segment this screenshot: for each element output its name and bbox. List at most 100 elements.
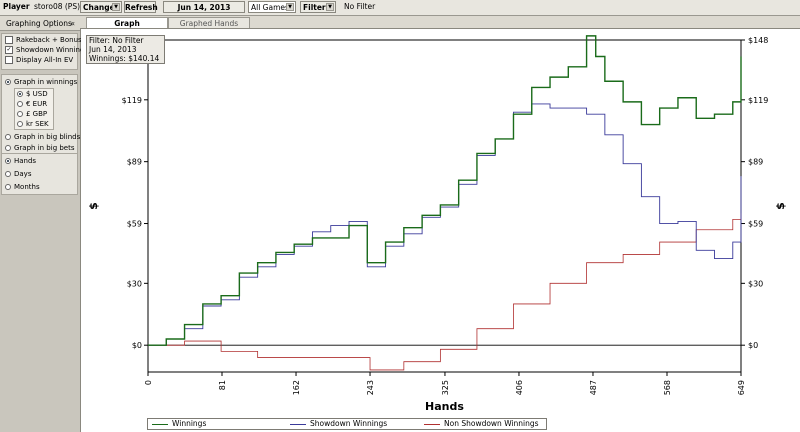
radio-label: € EUR	[26, 100, 48, 108]
filter-info-box: Filter: No Filter Jun 14, 2013 Winnings:…	[86, 35, 165, 64]
chevron-down-icon: ▼	[286, 3, 294, 11]
radio-label: £ GBP	[26, 110, 48, 118]
radio-label: Graph in winnings	[14, 78, 78, 86]
legend-item-winnings: Winnings	[152, 419, 206, 429]
y-tick-label-left: $30	[127, 279, 142, 288]
player-name: storo08 (PS)	[34, 2, 81, 11]
chevron-down-icon: ▼	[326, 3, 334, 11]
graphing-options-title: Graphing Options	[6, 19, 72, 28]
legend-label: Showdown Winnings	[310, 419, 388, 428]
legend-swatch	[424, 423, 440, 425]
collapse-icon[interactable]: «	[70, 19, 75, 28]
currency-gbp-radio[interactable]: £ GBP	[17, 110, 47, 119]
y-tick-label-right: $0	[748, 341, 758, 350]
x-tick-label: 243	[366, 380, 375, 395]
x-tick-label: 0	[144, 380, 153, 385]
y-tick-label-right: $148	[748, 36, 768, 45]
winnings-line: Winnings: $140.14	[89, 54, 160, 63]
radio-selected[interactable]	[5, 158, 11, 164]
radio-unselected[interactable]	[17, 121, 23, 127]
change-button[interactable]: Change ▼	[80, 1, 122, 13]
x-axis-label: Hands	[425, 400, 464, 413]
change-label: Change	[83, 3, 115, 12]
radio-unselected[interactable]	[5, 171, 11, 177]
games-select[interactable]: All Games ▼	[248, 1, 296, 13]
x-axis-mode-group: Hands Days Months	[1, 153, 78, 195]
currency-sek-radio[interactable]: kr SEK	[17, 120, 49, 129]
x-tick-label: 487	[589, 380, 598, 395]
radio-label: Graph in big bets	[14, 144, 75, 152]
refresh-button[interactable]: Refresh	[124, 1, 158, 13]
currency-eur-radio[interactable]: € EUR	[17, 100, 47, 109]
graphing-options-panel: Graphing Options « Rakeback + Bonuses ✓ S…	[0, 16, 90, 432]
filter-label: Filter	[303, 3, 326, 12]
radio-label: kr SEK	[26, 120, 49, 128]
y-tick-label-left: $59	[127, 220, 142, 229]
plot-frame	[147, 39, 742, 373]
currency-usd-radio[interactable]: $ USD	[17, 90, 48, 99]
radio-unselected[interactable]	[17, 101, 23, 107]
checkbox-label: Showdown Winnings	[16, 46, 89, 54]
radio-unselected[interactable]	[5, 134, 11, 140]
display-allin-ev-checkbox[interactable]: Display All-In EV	[5, 56, 73, 65]
y-tick-label-right: $59	[748, 220, 763, 229]
winnings-chart: $0$0$30$30$59$59$89$89$119$119$148$14808…	[87, 35, 787, 413]
chart-area: $0$0$30$30$59$59$89$89$119$119$148$14808…	[81, 29, 800, 432]
x-tick-label: 568	[663, 380, 672, 395]
graph-in-big-bets-radio[interactable]: Graph in big bets	[5, 144, 75, 153]
x-tick-label: 325	[441, 380, 450, 395]
legend-label: Non Showdown Winnings	[444, 419, 539, 428]
showdown-winnings-checkbox[interactable]: ✓ Showdown Winnings	[5, 46, 88, 55]
tab-graph[interactable]: Graph	[86, 17, 168, 28]
graphing-options-header: Graphing Options «	[0, 16, 80, 31]
graph-mode-group: Graph in winnings $ USD € EUR £ GBP kr S…	[1, 74, 80, 166]
non-showdown-winnings-line	[148, 213, 742, 371]
filter-button[interactable]: Filter ▼	[300, 1, 336, 13]
legend-item-showdown: Showdown Winnings	[290, 419, 387, 429]
radio-unselected[interactable]	[5, 145, 11, 151]
filter-line: Filter: No Filter	[89, 36, 144, 45]
toolbar: Player storo08 (PS) Change ▼ Refresh Jun…	[0, 0, 800, 16]
radio-label: Graph in big blinds	[14, 133, 81, 141]
y-tick-label-right: $30	[748, 279, 763, 288]
y-tick-label-left: $89	[127, 158, 142, 167]
rakeback-checkbox[interactable]: Rakeback + Bonuses	[5, 36, 90, 45]
radio-unselected[interactable]	[5, 184, 11, 190]
options-group: Rakeback + Bonuses ✓ Showdown Winnings Di…	[1, 33, 90, 70]
checkbox-label: Rakeback + Bonuses	[16, 36, 90, 44]
months-radio[interactable]: Months	[5, 183, 40, 192]
winnings-line	[148, 35, 742, 346]
tab-bar: Graph Graphed Hands	[80, 16, 800, 29]
y-tick-label-left: $0	[132, 341, 142, 350]
hands-radio[interactable]: Hands	[5, 157, 36, 166]
y-axis-label-left: $	[87, 202, 100, 210]
games-value: All Games	[251, 3, 289, 12]
checkbox-label: Display All-In EV	[16, 56, 74, 64]
radio-label: Months	[14, 183, 40, 191]
x-tick-label: 406	[515, 380, 524, 395]
graph-in-winnings-radio[interactable]: Graph in winnings	[5, 78, 77, 87]
checkbox-box[interactable]	[5, 36, 13, 44]
checkbox-box[interactable]	[5, 56, 13, 64]
radio-selected[interactable]	[5, 79, 11, 85]
graph-in-big-blinds-radio[interactable]: Graph in big blinds	[5, 133, 80, 142]
x-tick-label: 81	[218, 380, 227, 390]
x-tick-label: 649	[737, 380, 746, 395]
date-button[interactable]: Jun 14, 2013	[163, 1, 245, 13]
legend-swatch	[290, 423, 306, 425]
y-axis-label-right: $	[774, 202, 787, 210]
legend-item-non-showdown: Non Showdown Winnings	[424, 419, 539, 429]
chart-legend: Winnings Showdown Winnings Non Showdown …	[147, 418, 547, 430]
chevron-down-icon: ▼	[112, 3, 120, 11]
radio-label: Days	[14, 170, 32, 178]
tab-graphed-hands[interactable]: Graphed Hands	[168, 17, 250, 28]
showdown-winnings-line	[148, 103, 742, 346]
currency-group: $ USD € EUR £ GBP kr SEK	[14, 88, 54, 130]
days-radio[interactable]: Days	[5, 170, 31, 179]
radio-label: $ USD	[26, 90, 48, 98]
legend-label: Winnings	[172, 419, 207, 428]
radio-selected[interactable]	[17, 91, 23, 97]
radio-unselected[interactable]	[17, 111, 23, 117]
checkbox-checked[interactable]: ✓	[5, 46, 13, 54]
date-line: Jun 14, 2013	[89, 45, 137, 54]
